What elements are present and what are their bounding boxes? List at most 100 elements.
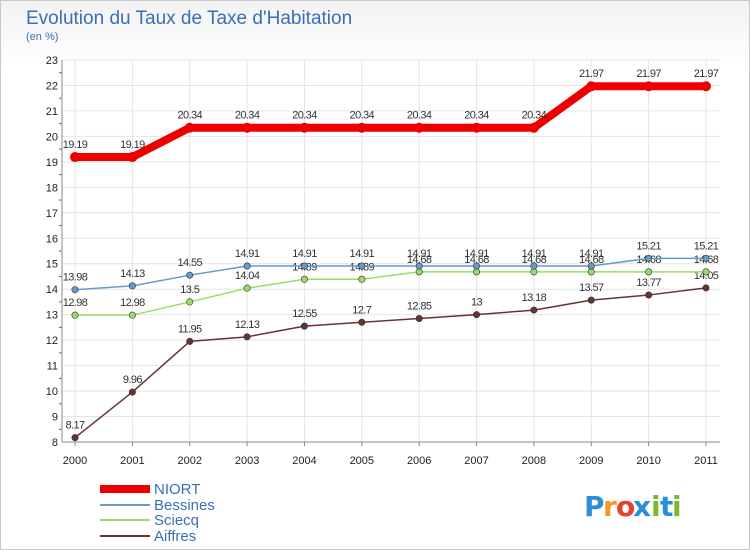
x-tick-label: 2008 — [522, 455, 546, 467]
series-sciecq: 12.9812.9813.514.0414.3914.3914.6814.681… — [63, 254, 719, 319]
data-label: 19.19 — [120, 139, 145, 151]
data-label: 20.34 — [350, 110, 375, 122]
data-label: 19.19 — [63, 139, 88, 151]
data-label: 14.68 — [522, 254, 547, 266]
y-tick-label: 15 — [46, 259, 58, 271]
x-tick-label: 2003 — [235, 455, 259, 467]
legend-label-bessines: Bessines — [154, 497, 215, 514]
data-point — [415, 262, 423, 270]
logo-letter: i — [672, 490, 682, 523]
data-point — [300, 275, 308, 283]
x-tick-label: 2002 — [177, 455, 201, 467]
data-label: 14.91 — [292, 248, 317, 260]
data-point — [587, 296, 595, 304]
data-point — [184, 122, 195, 133]
y-tick-label: 23 — [46, 55, 58, 67]
data-label: 14.91 — [350, 248, 375, 260]
grid — [62, 59, 720, 443]
data-point — [530, 262, 538, 270]
data-point — [415, 268, 423, 276]
proxiti-logo: Pr ox i ti — [584, 490, 682, 523]
data-label: 14.91 — [464, 248, 489, 260]
y-tick-label: 14 — [46, 284, 58, 296]
data-point — [300, 262, 308, 270]
legend-label-sciecq: Sciecq — [154, 512, 199, 529]
data-point — [243, 284, 251, 292]
y-tick-label: 19 — [46, 157, 58, 169]
data-point — [645, 291, 653, 299]
data-label: 13.98 — [63, 272, 88, 284]
data-label: 20.34 — [407, 110, 432, 122]
logo-letter: o — [616, 490, 635, 523]
data-label: 8.17 — [65, 420, 84, 432]
data-label: 14.68 — [579, 254, 604, 266]
data-point — [71, 434, 79, 442]
y-tick-label: 8 — [52, 437, 58, 449]
data-point — [127, 152, 138, 163]
series-line — [75, 271, 706, 316]
data-point — [530, 306, 538, 314]
data-label: 12.85 — [407, 300, 432, 312]
data-label: 9.96 — [123, 374, 142, 386]
data-point — [473, 262, 481, 270]
logo-letter: i — [651, 490, 661, 523]
data-point — [702, 268, 710, 276]
data-point — [702, 284, 710, 292]
x-tick-label: 2007 — [464, 455, 488, 467]
data-label: 20.34 — [235, 110, 260, 122]
data-point — [242, 122, 253, 133]
series-niort: 19.19 19.19 20.34 20.34 20.34 20.34 20.34 20.34… — [63, 68, 719, 163]
data-label: 14.68 — [407, 254, 432, 266]
data-point — [299, 122, 310, 133]
data-point — [586, 81, 597, 92]
data-point — [414, 122, 425, 133]
y-tick-label: 13 — [46, 310, 58, 322]
data-label: 13 — [471, 297, 483, 309]
logo-letter: x — [633, 490, 651, 523]
data-label: 14.05 — [694, 270, 719, 282]
x-tick-label: 2001 — [120, 455, 144, 467]
logo-letter: P — [584, 490, 605, 523]
data-label: 14.04 — [235, 270, 260, 282]
x-tick-label: 2005 — [350, 455, 374, 467]
y-tick-label: 18 — [46, 182, 58, 194]
data-point — [473, 268, 481, 276]
series-bessines: 13.98 14.13 14.55 14.91 14.91 14.91 14.91 14.91… — [63, 240, 719, 294]
series-line — [74, 287, 707, 439]
data-point — [358, 318, 366, 326]
data-label: 15.21 — [636, 240, 661, 252]
data-point — [587, 268, 595, 276]
data-label: 13.5 — [180, 284, 199, 296]
series-aiffres: 8.17 9.96 11.95 12.13 12.55 12.7 12.85 13 13.18 1… — [65, 270, 719, 442]
y-tick-label: 16 — [46, 233, 58, 245]
data-label: 20.34 — [522, 110, 547, 122]
data-point — [701, 81, 711, 92]
legend-label-niort: NIORT — [154, 481, 200, 498]
data-label: 20.34 — [292, 110, 317, 122]
data-point — [71, 311, 79, 319]
data-point — [186, 337, 194, 345]
x-tick-label: 2011 — [694, 455, 718, 467]
logo-letter: r — [603, 490, 617, 523]
data-label: 14.55 — [177, 257, 202, 269]
data-point — [415, 314, 423, 322]
data-label: 14.68 — [464, 254, 489, 266]
data-point — [71, 286, 79, 294]
data-point — [645, 254, 653, 262]
x-tick-label: 2010 — [636, 455, 660, 467]
data-label: 11.95 — [178, 323, 202, 335]
data-label: 13.77 — [636, 277, 661, 289]
data-point — [471, 122, 482, 133]
legend-label-aiffres: Aiffres — [154, 528, 196, 545]
y-tick-label: 12 — [46, 335, 58, 347]
data-label: 14.91 — [407, 248, 432, 260]
plot-area — [62, 60, 720, 442]
data-point — [356, 122, 367, 133]
data-label: 12.55 — [292, 308, 317, 320]
data-point — [643, 81, 654, 92]
data-label: 12.7 — [352, 304, 371, 316]
data-point — [528, 122, 539, 133]
